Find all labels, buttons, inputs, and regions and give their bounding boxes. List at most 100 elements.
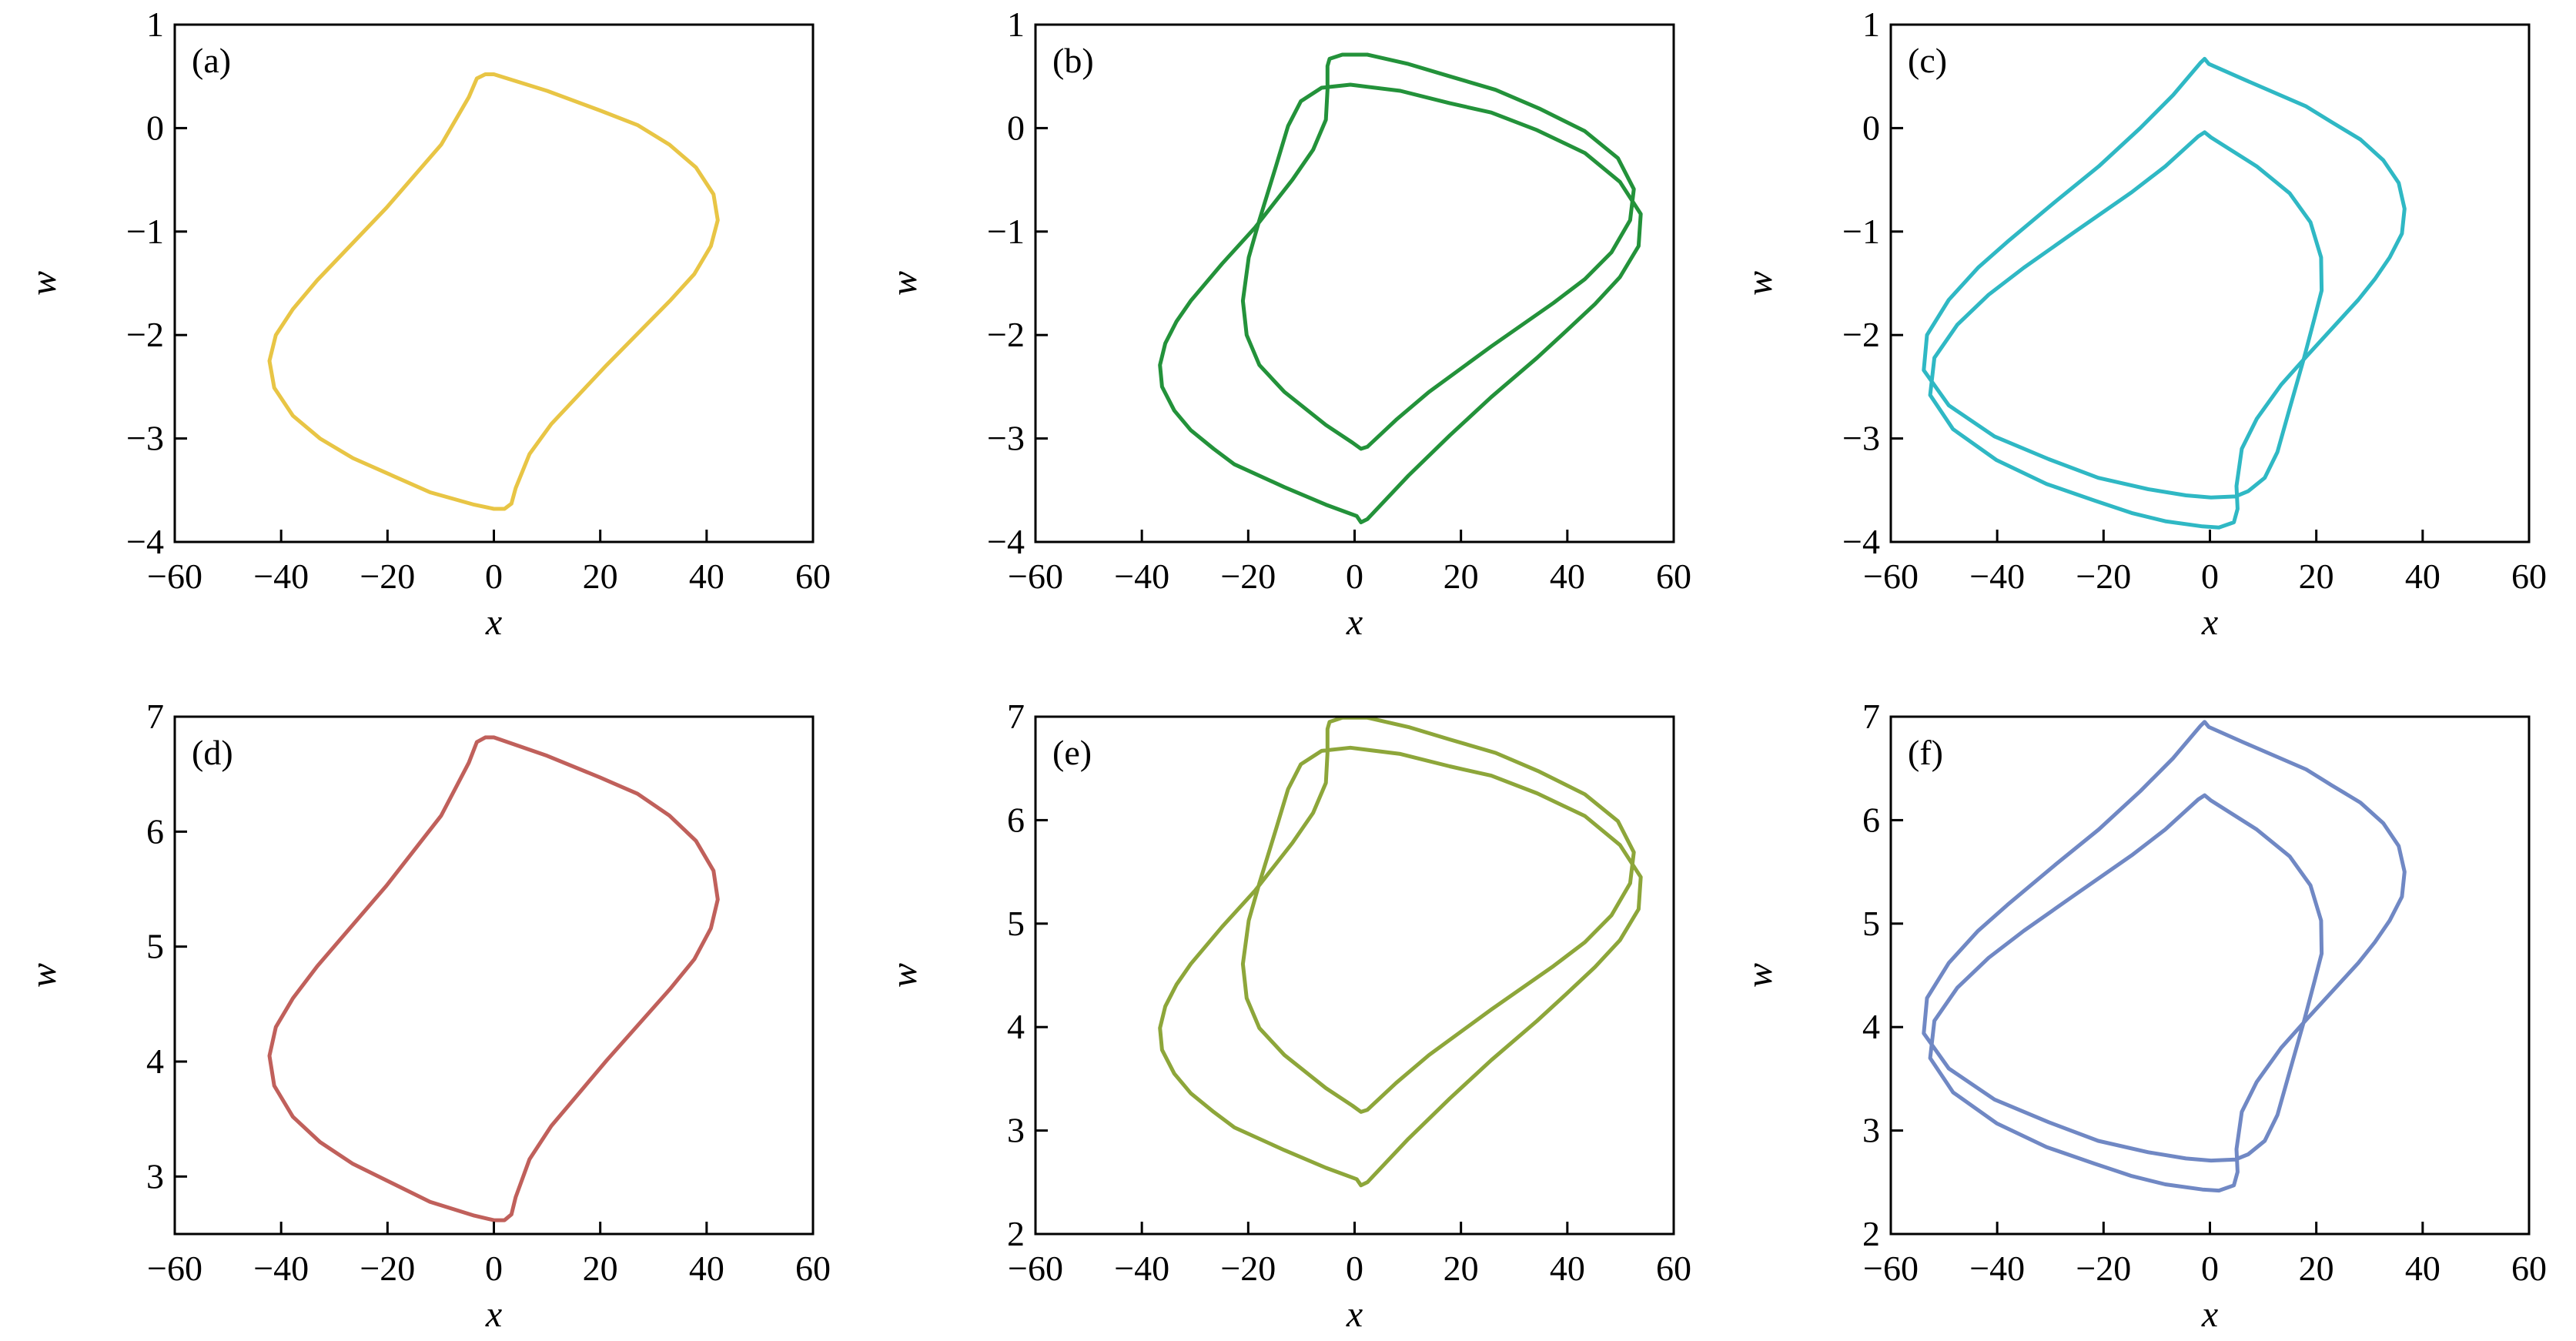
x-axis-label: x bbox=[1346, 602, 1363, 643]
panel-e: −60 −40 −20 0 20 40 60 2 3 4 5 6 7 x w (e) bbox=[884, 697, 1691, 1335]
y-tick-label: 1 bbox=[1862, 5, 1880, 44]
y-axis-label: w bbox=[1739, 271, 1780, 296]
x-axis-label: x bbox=[2201, 602, 2218, 643]
y-tick-label: 2 bbox=[1007, 1214, 1025, 1253]
y-tick-label: 4 bbox=[1007, 1007, 1025, 1046]
panel-c: −60 −40 −20 0 20 40 60 −4 −3 −2 −1 0 1 x w (c) bbox=[1739, 5, 2547, 643]
y-tick-label: 3 bbox=[1007, 1111, 1025, 1150]
plot-frame bbox=[1889, 715, 2531, 1236]
x-tick-label: −40 bbox=[1969, 557, 2025, 596]
y-tick-label: 0 bbox=[1862, 108, 1880, 147]
x-tick-label: −40 bbox=[253, 557, 309, 596]
y-tick-label: −1 bbox=[1842, 212, 1880, 251]
y-tick-label: 1 bbox=[146, 5, 164, 44]
x-tick-label: 20 bbox=[2299, 1249, 2334, 1288]
x-tick-label: −60 bbox=[1863, 557, 1919, 596]
x-tick-label: −40 bbox=[253, 1249, 309, 1288]
x-tick-label: −60 bbox=[147, 1249, 202, 1288]
orbit-curve bbox=[267, 735, 720, 1222]
plot-frame bbox=[173, 23, 815, 543]
orbit-curve bbox=[1158, 52, 1643, 524]
x-tick-label: 0 bbox=[485, 1249, 503, 1288]
y-tick-label: 4 bbox=[1862, 1007, 1880, 1046]
plot-frame bbox=[1889, 23, 2531, 543]
y-axis-label: w bbox=[23, 963, 64, 988]
y-tick-label: 5 bbox=[1862, 904, 1880, 943]
y-axis-label: w bbox=[1739, 963, 1780, 988]
x-tick-label: 60 bbox=[795, 557, 831, 596]
y-tick-label: −3 bbox=[987, 419, 1025, 458]
x-tick-label: 60 bbox=[1656, 1249, 1691, 1288]
x-tick-label: 0 bbox=[1346, 557, 1363, 596]
x-axis-label: x bbox=[485, 602, 502, 643]
y-tick-label: 6 bbox=[1007, 800, 1025, 839]
panel-label: (a) bbox=[192, 41, 231, 80]
orbit-curve bbox=[267, 72, 720, 511]
x-tick-label: −40 bbox=[1114, 557, 1169, 596]
panel-label: (b) bbox=[1052, 41, 1094, 80]
x-tick-label: −20 bbox=[1220, 557, 1276, 596]
x-tick-label: 20 bbox=[583, 1249, 618, 1288]
x-tick-label: 40 bbox=[2405, 557, 2441, 596]
y-tick-label: −3 bbox=[1842, 419, 1880, 458]
x-tick-label: −60 bbox=[147, 557, 202, 596]
x-tick-label: −40 bbox=[1114, 1249, 1169, 1288]
y-axis-label: w bbox=[884, 271, 925, 296]
y-tick-label: 3 bbox=[146, 1156, 164, 1196]
y-tick-label: 5 bbox=[146, 927, 164, 966]
panel-label: (f) bbox=[1908, 733, 1943, 772]
x-tick-label: −60 bbox=[1008, 1249, 1063, 1288]
x-tick-label: 40 bbox=[1550, 1249, 1585, 1288]
y-tick-label: 5 bbox=[1007, 904, 1025, 943]
x-tick-label: −60 bbox=[1863, 1249, 1919, 1288]
plot-frame bbox=[173, 715, 815, 1236]
y-tick-label: 0 bbox=[146, 108, 164, 147]
y-tick-label: −1 bbox=[126, 212, 164, 251]
x-tick-label: −20 bbox=[2076, 557, 2131, 596]
x-tick-label: 20 bbox=[1444, 557, 1479, 596]
y-tick-label: 6 bbox=[1862, 800, 1880, 839]
y-tick-label: −2 bbox=[987, 315, 1025, 354]
plot-frame bbox=[1034, 715, 1675, 1236]
y-tick-label: −2 bbox=[1842, 315, 1880, 354]
panel-a: −60 −40 −20 0 20 40 60 −4 −3 −2 −1 0 1 x w (a) bbox=[23, 5, 831, 643]
y-tick-label: −2 bbox=[126, 315, 164, 354]
panel-b: −60 −40 −20 0 20 40 60 −4 −3 −2 −1 0 1 x w (b) bbox=[884, 5, 1691, 643]
y-axis-label: w bbox=[23, 271, 64, 296]
panel-f: −60 −40 −20 0 20 40 60 2 3 4 5 6 7 x w (f) bbox=[1739, 697, 2547, 1335]
x-tick-label: −20 bbox=[1220, 1249, 1276, 1288]
x-tick-label: 0 bbox=[2201, 557, 2219, 596]
panel-d: −60 −40 −20 0 20 40 60 3 4 5 6 7 x w (d) bbox=[23, 697, 831, 1335]
y-tick-label: 3 bbox=[1862, 1111, 1880, 1150]
y-tick-label: 4 bbox=[146, 1042, 164, 1081]
x-tick-label: 40 bbox=[689, 1249, 724, 1288]
y-axis-label: w bbox=[884, 963, 925, 988]
x-tick-label: 40 bbox=[1550, 557, 1585, 596]
orbit-curve bbox=[1158, 715, 1643, 1188]
y-tick-label: −4 bbox=[1842, 522, 1880, 561]
x-tick-label: 0 bbox=[1346, 1249, 1363, 1288]
y-tick-label: −3 bbox=[126, 419, 164, 458]
x-tick-label: 20 bbox=[583, 557, 618, 596]
y-tick-label: 7 bbox=[1007, 697, 1025, 736]
panel-label: (c) bbox=[1908, 41, 1947, 80]
y-tick-label: 1 bbox=[1007, 5, 1025, 44]
y-tick-label: 0 bbox=[1007, 108, 1025, 147]
y-tick-label: −4 bbox=[126, 522, 164, 561]
x-tick-label: 60 bbox=[795, 1249, 831, 1288]
y-tick-label: 7 bbox=[146, 697, 164, 736]
panel-label: (d) bbox=[192, 733, 233, 772]
x-tick-label: −20 bbox=[360, 557, 415, 596]
x-tick-label: 60 bbox=[1656, 557, 1691, 596]
x-axis-label: x bbox=[485, 1294, 502, 1335]
x-tick-label: 0 bbox=[485, 557, 503, 596]
x-tick-label: 0 bbox=[2201, 1249, 2219, 1288]
x-tick-label: 40 bbox=[689, 557, 724, 596]
x-axis-label: x bbox=[2201, 1294, 2218, 1335]
y-tick-label: −4 bbox=[987, 522, 1025, 561]
x-axis-label: x bbox=[1346, 1294, 1363, 1335]
x-tick-label: 60 bbox=[2511, 557, 2547, 596]
x-tick-label: 40 bbox=[2405, 1249, 2441, 1288]
y-tick-label: 6 bbox=[146, 811, 164, 851]
